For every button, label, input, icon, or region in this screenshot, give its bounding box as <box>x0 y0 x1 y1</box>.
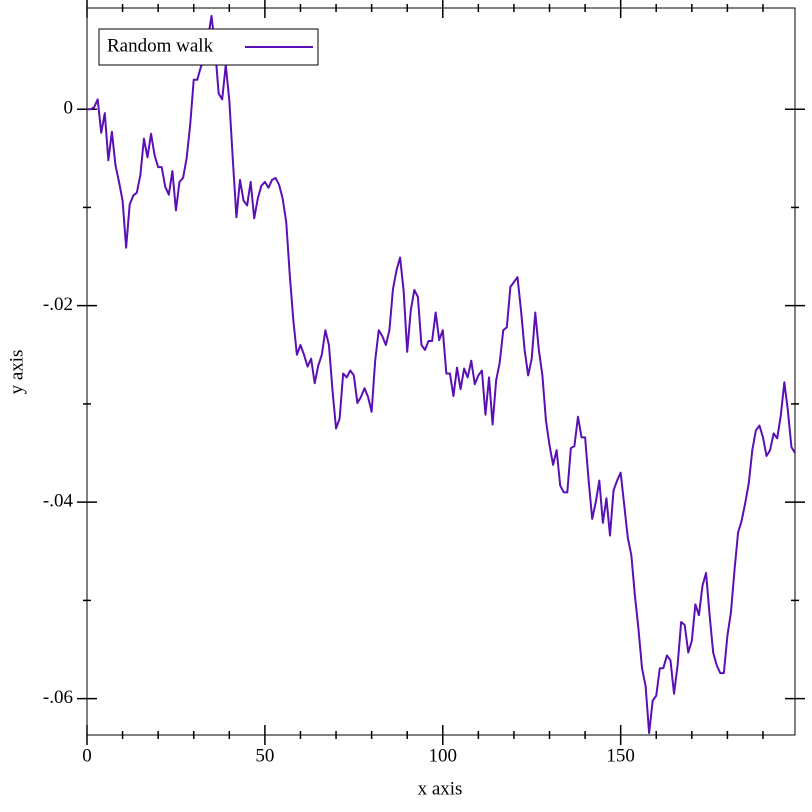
plot-frame <box>86 7 796 736</box>
x-tick-label: 100 <box>429 745 458 766</box>
legend-label: Random walk <box>107 35 214 56</box>
x-axis-label: x axis <box>418 778 463 799</box>
y-axis-label: y axis <box>6 350 27 395</box>
line-series <box>87 14 796 735</box>
x-tick-label: 150 <box>606 745 635 766</box>
x-tick-label: 50 <box>255 745 274 766</box>
x-tick-label: 0 <box>82 745 92 766</box>
y-tick-label: 0 <box>64 98 74 119</box>
y-tick-label: -.06 <box>43 687 73 708</box>
y-tick-label: -.02 <box>43 294 73 315</box>
y-tick-label: -.04 <box>43 491 74 512</box>
